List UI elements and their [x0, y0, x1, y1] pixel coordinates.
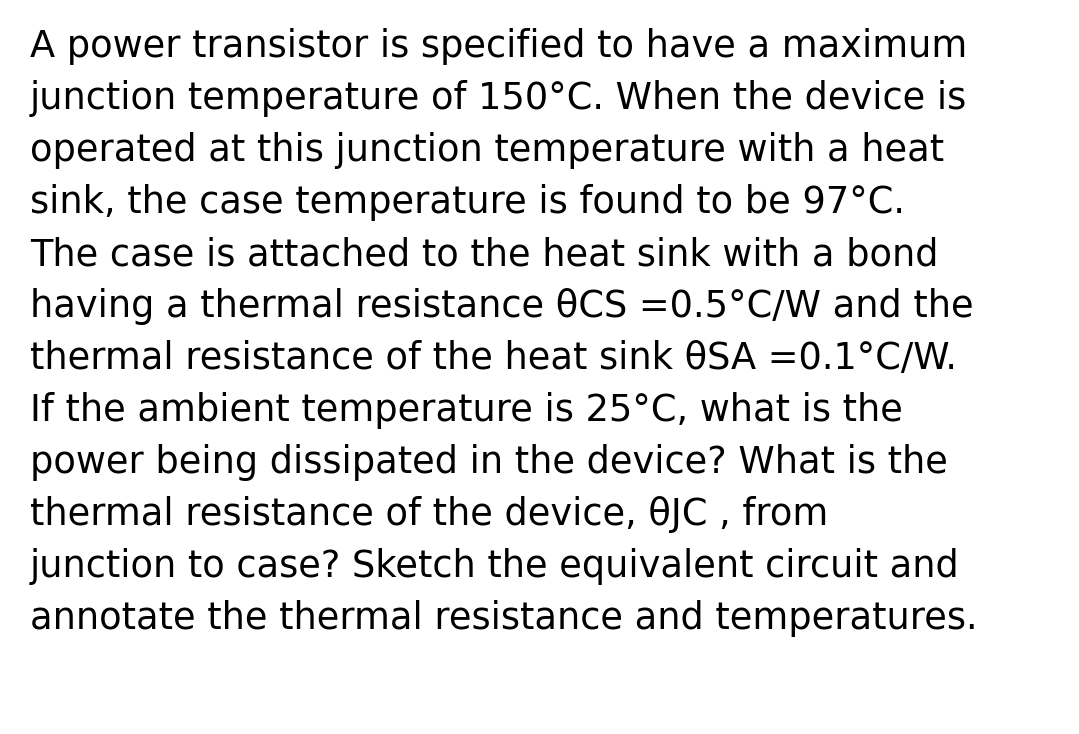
- Text: operated at this junction temperature with a heat: operated at this junction temperature wi…: [30, 132, 944, 169]
- Text: thermal resistance of the device, θJC , from: thermal resistance of the device, θJC , …: [30, 496, 829, 533]
- Text: power being dissipated in the device? What is the: power being dissipated in the device? Wh…: [30, 444, 947, 481]
- Text: annotate the thermal resistance and temperatures.: annotate the thermal resistance and temp…: [30, 600, 978, 637]
- Text: The case is attached to the heat sink with a bond: The case is attached to the heat sink wi…: [30, 236, 939, 273]
- Text: junction temperature of 150°C. When the device is: junction temperature of 150°C. When the …: [30, 80, 967, 117]
- Text: sink, the case temperature is found to be 97°C.: sink, the case temperature is found to b…: [30, 184, 905, 221]
- Text: A power transistor is specified to have a maximum: A power transistor is specified to have …: [30, 28, 967, 65]
- Text: having a thermal resistance θCS =0.5°C/W and the: having a thermal resistance θCS =0.5°C/W…: [30, 288, 973, 325]
- Text: thermal resistance of the heat sink θSA =0.1°C/W.: thermal resistance of the heat sink θSA …: [30, 340, 957, 377]
- Text: junction to case? Sketch the equivalent circuit and: junction to case? Sketch the equivalent …: [30, 548, 959, 585]
- Text: If the ambient temperature is 25°C, what is the: If the ambient temperature is 25°C, what…: [30, 392, 903, 429]
